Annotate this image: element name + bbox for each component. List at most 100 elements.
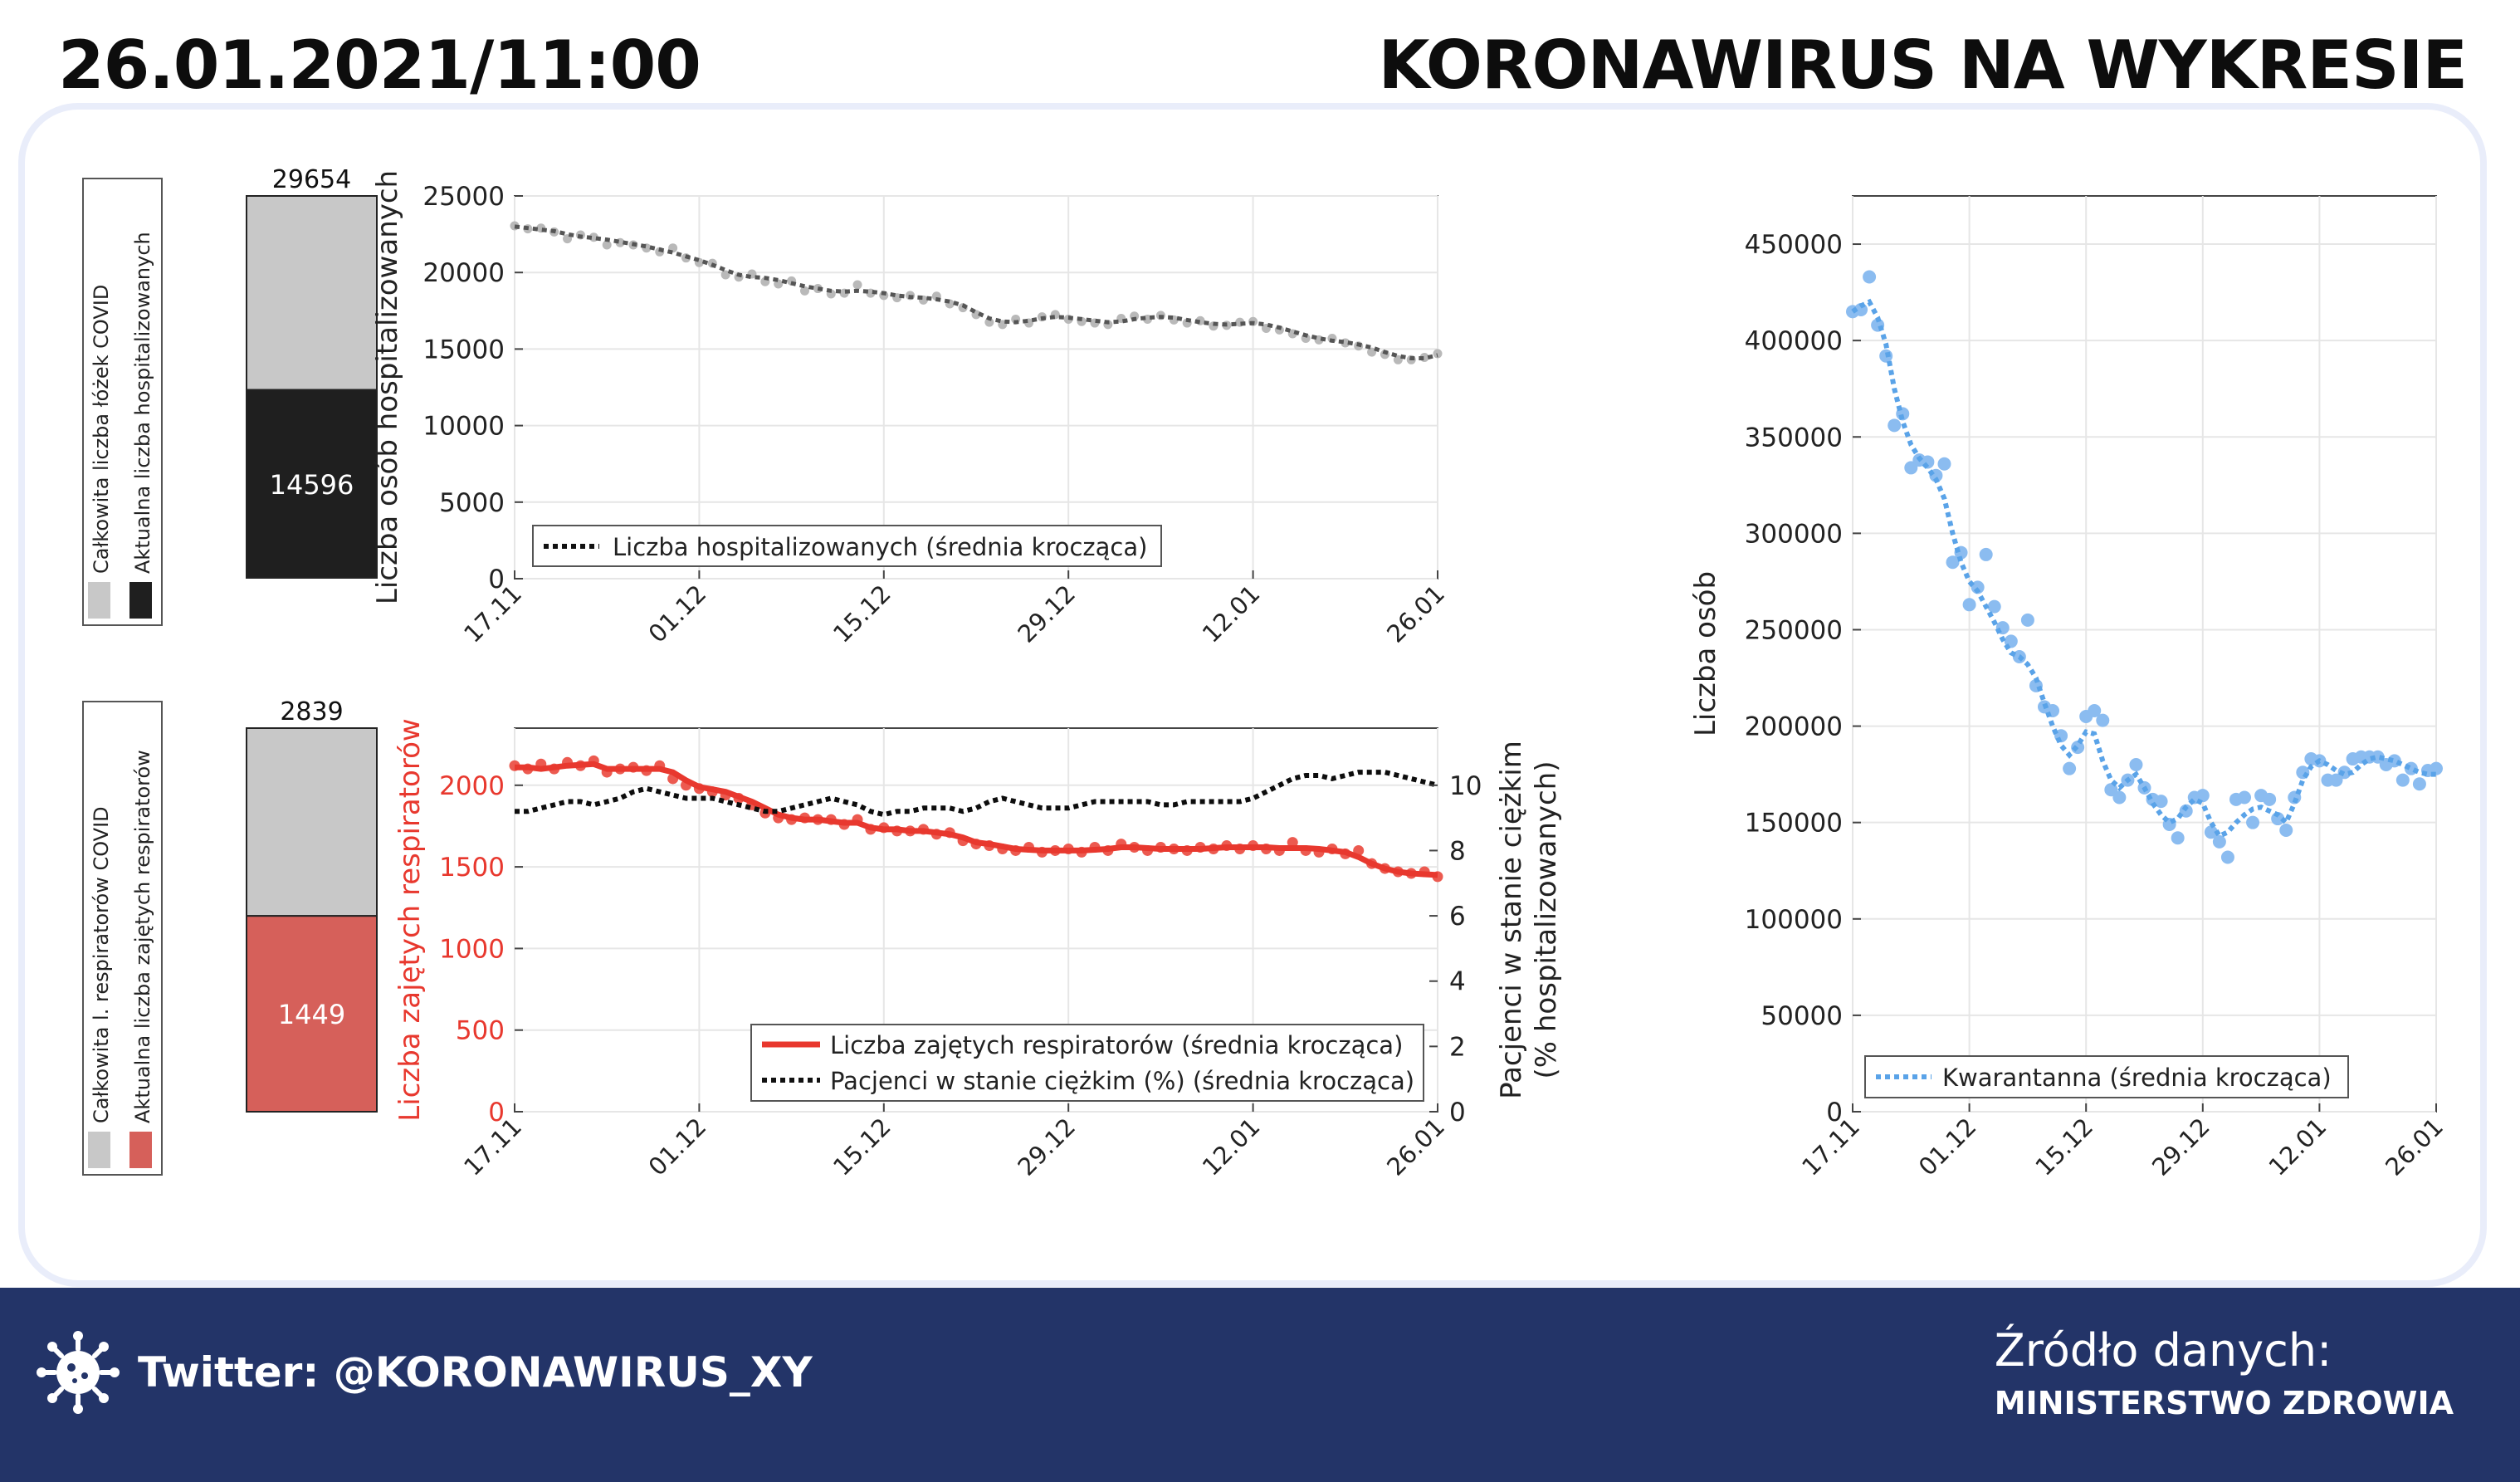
quar-line-ytick-label-6: 300000 xyxy=(1745,519,1843,549)
quar-line-xtick-label-3: 29.12 xyxy=(2146,1113,2215,1181)
resp-legend-swatch-2 xyxy=(129,1132,152,1168)
hosp-raw-point-16 xyxy=(720,270,730,280)
quar-legend-box xyxy=(1864,1055,2349,1098)
hosp-raw-point-7 xyxy=(602,240,612,250)
resp-line-xtick-label-2: 15.12 xyxy=(828,1113,896,1181)
quar-raw-point-66 xyxy=(2395,773,2410,787)
resp-line-xtick-label-3: 29.12 xyxy=(1012,1113,1081,1181)
resp-total-label: 2839 xyxy=(280,697,343,726)
resp-current-bar xyxy=(246,915,378,1113)
resp-legend-label: Liczba zajętych respiratorów (średnia kr… xyxy=(830,1031,1403,1059)
resp-line-ytick-r-label-1: 2 xyxy=(1449,1032,1466,1062)
hosp-current-bar xyxy=(246,389,378,579)
quar-raw-point-44 xyxy=(2212,834,2226,849)
quar-raw-point-68 xyxy=(2412,777,2426,791)
hosp-line-xtick-label-1: 01.12 xyxy=(643,580,712,648)
hosp-raw-point-70 xyxy=(1433,349,1443,359)
hosp-line-xtick-label-3: 29.12 xyxy=(1012,580,1081,648)
quar-line-ytick-label-7: 350000 xyxy=(1745,423,1843,452)
quar-line-xtick-label-5: 26.01 xyxy=(2380,1113,2449,1181)
quar-ylabel: Liczba osób xyxy=(1689,571,1722,736)
quar-line-xtick-label-4: 12.01 xyxy=(2264,1113,2332,1181)
resp-line-xtick-label-4: 12.01 xyxy=(1197,1113,1266,1181)
resp-raw-point-59 xyxy=(1287,837,1298,849)
hosp-legend-swatch-1 xyxy=(88,582,110,619)
quar-raw-point-29 xyxy=(2088,704,2102,718)
quar-raw-point-5 xyxy=(1888,418,1902,433)
quar-raw-point-58 xyxy=(2329,773,2343,787)
quar-line-ytick-label-0: 0 xyxy=(1826,1098,1843,1127)
hosp-line-plot-area xyxy=(514,195,1438,580)
hosp-total-bar xyxy=(246,195,378,391)
hosp-line-ytick-label-3: 15000 xyxy=(422,335,505,364)
quar-raw-point-48 xyxy=(2246,815,2260,829)
quar-raw-point-26 xyxy=(2063,761,2077,775)
data-source: Źródło danych: MINISTERSTWO ZDROWIA xyxy=(1995,1324,2454,1421)
quar-raw-point-32 xyxy=(2112,790,2127,805)
quar-raw-point-45 xyxy=(2220,850,2234,864)
hosp-line-xtick-label-4: 12.01 xyxy=(1197,580,1266,648)
hosp-legend-label-2: Aktualna liczba hospitalizowanych xyxy=(131,232,154,574)
hosp-legend-box xyxy=(532,525,1162,567)
quar-legend-label: Kwarantanna (średnia krocząca) xyxy=(1942,1064,2332,1092)
quar-avg-line xyxy=(1851,298,2436,839)
quar-raw-point-2 xyxy=(1863,270,1877,284)
resp-legend-box xyxy=(750,1024,1424,1102)
hosp-ylabel: Liczba osób hospitalizowanych xyxy=(371,170,404,604)
quar-raw-point-17 xyxy=(1987,599,2001,614)
severe-avg-line xyxy=(515,770,1438,818)
quar-line-ytick-label-1: 50000 xyxy=(1761,1001,1843,1031)
quar-line-ytick-label-3: 150000 xyxy=(1745,809,1843,839)
hosp-legend-box xyxy=(82,178,163,626)
resp-line-ytick-label-0: 0 xyxy=(488,1098,505,1127)
hosp-line-xtick-label-5: 26.01 xyxy=(1381,580,1450,648)
quar-line-xtick-label-1: 01.12 xyxy=(1913,1113,1982,1181)
hosp-line-ytick-label-4: 20000 xyxy=(422,258,505,288)
resp-legend-swatch-1 xyxy=(88,1132,110,1168)
resp-line-ytick-label-4: 2000 xyxy=(439,771,505,801)
quar-line-ytick-label-9: 450000 xyxy=(1745,230,1843,260)
resp-legend-label-1: Całkowita l. respiratorów COVID xyxy=(90,806,113,1123)
quar-raw-point-43 xyxy=(2204,825,2218,839)
footer-bar: Twitter: @KORONAWIRUS_XY Źródło danych: … xyxy=(0,1288,2520,1482)
quar-line-ytick-label-8: 400000 xyxy=(1745,326,1843,356)
hosp-raw-point-26 xyxy=(852,280,862,290)
quar-raw-point-11 xyxy=(1937,457,1951,471)
hosp-line-ytick-label-0: 0 xyxy=(488,565,505,594)
resp-line-ytick-label-3: 1500 xyxy=(439,853,505,883)
hosp-legend-swatch-2 xyxy=(129,582,152,619)
resp-line-ytick-label-2: 1000 xyxy=(439,934,505,964)
resp-ylabel: Liczba zajętych respiratorów xyxy=(393,718,427,1121)
severe-ylabel-line2: (% hospitalizowanych) xyxy=(1530,761,1563,1079)
quar-line-ytick-label-2: 100000 xyxy=(1745,905,1843,935)
twitter-handle[interactable]: Twitter: @KORONAWIRUS_XY xyxy=(37,1331,813,1414)
hosp-legend-label-1: Całkowita liczba łóżek COVID xyxy=(90,285,113,574)
hosp-legend-label: Liczba hospitalizowanych (średnia kroczą… xyxy=(613,533,1147,561)
resp-line-ytick-r-label-0: 0 xyxy=(1449,1098,1466,1127)
resp-current-label: 1449 xyxy=(278,999,345,1030)
resp-avg-line xyxy=(515,761,1438,878)
hosp-avg-line xyxy=(514,224,1438,360)
quar-line-ytick-label-5: 250000 xyxy=(1745,615,1843,645)
hosp-raw-point-36 xyxy=(984,317,994,327)
quar-raw-point-42 xyxy=(2195,789,2210,803)
data-source-label: Źródło danych: xyxy=(1994,1324,2332,1377)
resp-legend-box xyxy=(82,701,163,1176)
hosp-raw-point-67 xyxy=(1393,355,1403,364)
hosp-line-xtick-label-2: 15.12 xyxy=(828,580,896,648)
data-source-value: MINISTERSTWO ZDROWIA xyxy=(1994,1385,2454,1421)
hosp-raw-point-65 xyxy=(1367,347,1377,357)
quar-line-plot-area xyxy=(1852,195,2437,1113)
resp-line-ytick-label-1: 500 xyxy=(456,1016,505,1046)
resp-total-bar xyxy=(246,727,378,917)
quar-raw-point-16 xyxy=(1979,547,1993,561)
quar-raw-point-47 xyxy=(2238,790,2252,805)
page-title: KORONAWIRUS NA WYKRESIE xyxy=(1378,27,2468,104)
hosp-line-ytick-label-1: 5000 xyxy=(439,488,505,518)
hosp-total-label: 29654 xyxy=(272,165,351,194)
quar-raw-point-21 xyxy=(2020,613,2034,627)
quar-raw-point-34 xyxy=(2129,758,2143,772)
severe-ylabel-line1: Pacjenci w stanie ciężkim xyxy=(1495,741,1528,1099)
quar-line-xtick-label-2: 15.12 xyxy=(2029,1113,2098,1181)
